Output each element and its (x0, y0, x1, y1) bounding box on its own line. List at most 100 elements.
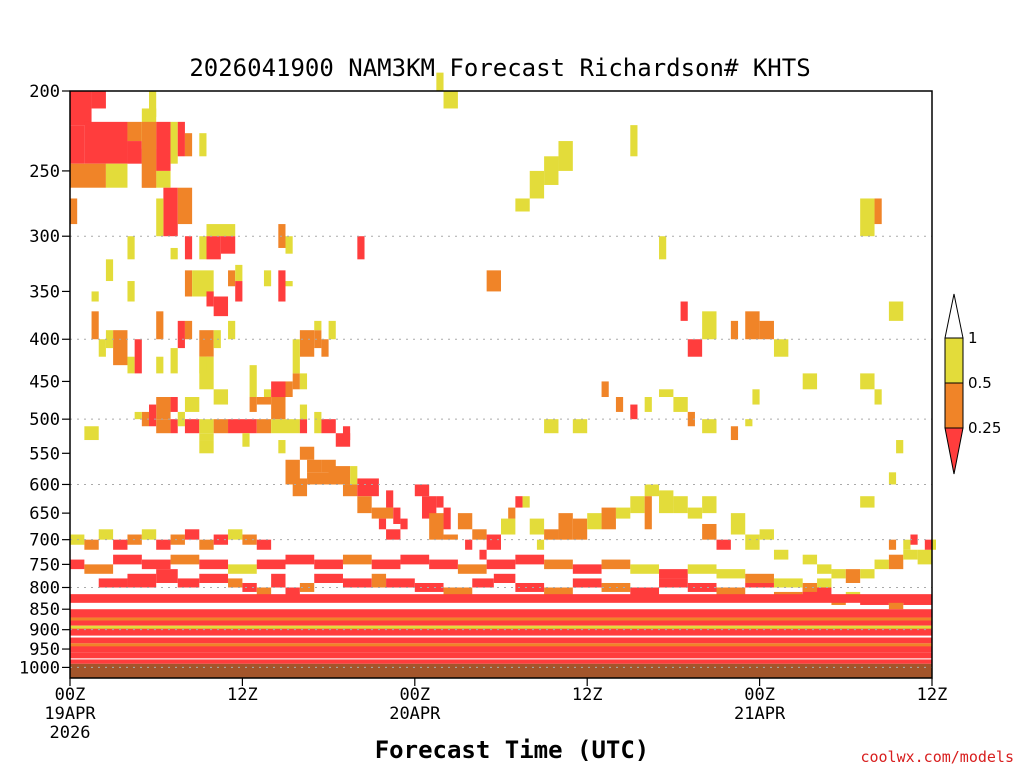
heatmap-cell (615, 397, 624, 412)
heatmap-cell (716, 539, 731, 550)
heatmap-cell (544, 559, 573, 570)
heatmap-cell (206, 291, 214, 307)
heatmap-cell (199, 433, 214, 441)
heatmap-cell (213, 389, 229, 405)
heatmap-cell (773, 578, 803, 588)
heatmap-cell (70, 637, 932, 644)
heatmap-cell (235, 264, 243, 282)
heatmap-cell (644, 496, 652, 530)
heatmap-cell (156, 198, 164, 237)
heatmap-cell (924, 539, 932, 550)
heatmap-cell (228, 529, 243, 540)
heatmap-cell (184, 529, 200, 540)
heatmap-cell (141, 559, 171, 570)
heatmap-cell (70, 645, 932, 653)
heatmap-cell (745, 534, 760, 550)
y-tick-label: 650 (29, 504, 60, 524)
heatmap-cell (177, 578, 200, 588)
heatmap-cell (687, 411, 695, 427)
heatmap-cell (529, 518, 545, 535)
heatmap-cell (888, 472, 897, 485)
heatmap-cell (357, 478, 379, 497)
heatmap-cell (213, 296, 229, 317)
y-tick-label: 200 (29, 82, 60, 102)
x-tick-label: 2026 (50, 723, 91, 743)
heatmap-cell (457, 564, 487, 574)
heatmap-cell (127, 356, 135, 374)
heatmap-cell (659, 490, 674, 514)
heatmap-cell (206, 224, 236, 237)
heatmap-cell (357, 496, 372, 514)
heatmap-cell (572, 564, 602, 574)
heatmap-cell (587, 513, 602, 530)
heatmap-cell (400, 554, 430, 565)
heatmap-cell (400, 518, 408, 530)
heatmap-cell (70, 643, 932, 647)
heatmap-cell (127, 281, 135, 302)
y-tick-label: 450 (29, 372, 60, 392)
heatmap-cell (141, 121, 157, 188)
heatmap-cell (184, 133, 193, 157)
heatmap-cell (802, 554, 818, 565)
heatmap-cell (680, 301, 688, 321)
heatmap-cell (98, 578, 128, 588)
heatmap-cell (170, 554, 200, 565)
heatmap-cell (127, 141, 142, 164)
heatmap-cell (292, 478, 308, 497)
heatmap-cell (443, 534, 458, 540)
heatmap-cell (730, 513, 746, 535)
heatmap-cell (199, 330, 214, 357)
heatmap-cell (515, 554, 545, 565)
heatmap-cell (70, 619, 932, 626)
heatmap-cell (544, 419, 559, 434)
heatmap-cell (393, 507, 401, 524)
heatmap-cell (184, 270, 193, 297)
heatmap-cell (702, 311, 717, 340)
heatmap-cell (903, 549, 918, 560)
heatmap-cell (659, 578, 688, 588)
heatmap-cell (127, 236, 135, 260)
heatmap-cell (263, 270, 272, 287)
heatmap-cell (659, 389, 674, 398)
heatmap-cell (84, 426, 99, 441)
heatmap-cell (730, 320, 739, 340)
heatmap-cell (307, 459, 322, 473)
x-tick-label: 20APR (389, 704, 441, 724)
heatmap-cell (70, 559, 85, 570)
heatmap-cell (220, 236, 236, 254)
heatmap-cell (860, 373, 875, 390)
heatmap-cell (486, 534, 501, 550)
heatmap-cell (98, 339, 106, 357)
heatmap-cell (98, 529, 114, 540)
heatmap-cell (156, 397, 171, 420)
heatmap-cell (386, 490, 394, 508)
y-tick-label: 500 (29, 410, 60, 430)
colorbar-label: 1 (968, 329, 978, 347)
credit-link[interactable]: coolwx.com/models (860, 748, 1014, 766)
heatmap-cell (558, 513, 573, 540)
heatmap-cell (673, 397, 688, 412)
y-tick-label: 850 (29, 600, 60, 620)
heatmap-cell (163, 187, 178, 237)
heatmap-cell (342, 484, 358, 497)
heatmap-cell (508, 507, 516, 519)
heatmap-cell (515, 198, 530, 212)
heatmap-cell (84, 564, 114, 574)
y-tick-label: 1000 (19, 658, 60, 678)
heatmap-cell (874, 198, 882, 225)
heatmap-cell (242, 433, 250, 447)
colorbar-band-red-arrow (944, 427, 964, 475)
heatmap-cell (896, 440, 904, 454)
heatmap-cell (249, 397, 257, 412)
heatmap-cell (70, 91, 92, 126)
heatmap-cell (544, 587, 573, 597)
heatmap-cell (91, 311, 99, 340)
heatmap-cell (687, 564, 717, 574)
heatmap-cell (759, 320, 774, 340)
heatmap-cell (802, 582, 818, 592)
heatmap-cell (70, 125, 85, 164)
heatmap-cell (429, 513, 444, 540)
heatmap-cell (421, 496, 437, 519)
heatmap-cell (436, 72, 444, 91)
heatmap-cell (601, 507, 616, 530)
